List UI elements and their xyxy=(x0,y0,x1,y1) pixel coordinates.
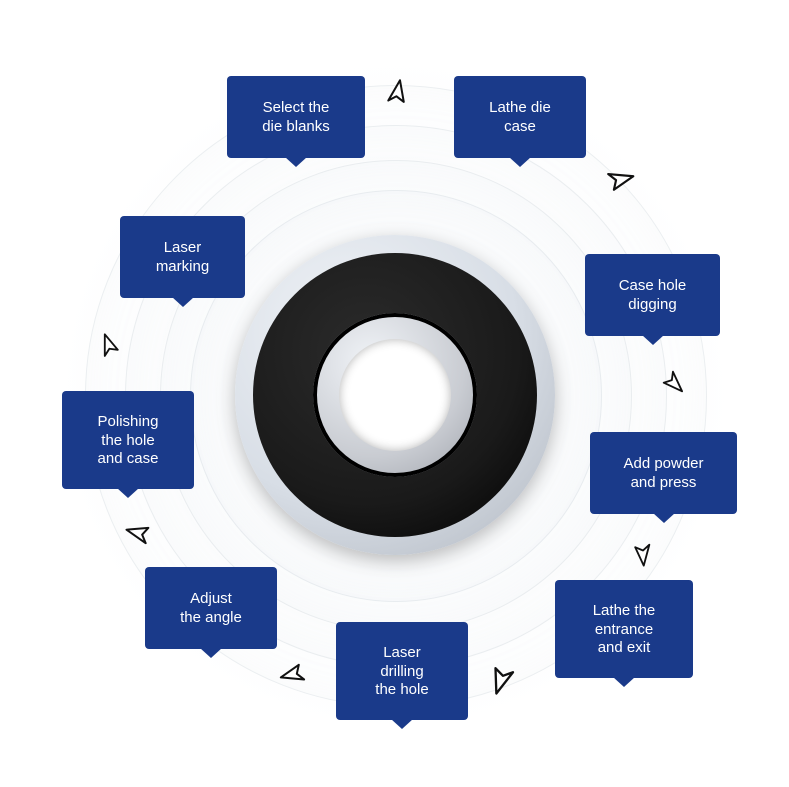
process-step-label: Select thedie blanks xyxy=(262,99,330,137)
process-step-8: Lasermarking xyxy=(120,216,245,298)
process-step-label: Lathe diecase xyxy=(489,99,551,137)
process-step-label: Laserdrillingthe hole xyxy=(375,644,428,700)
process-step-4: Lathe theentranceand exit xyxy=(555,580,693,678)
process-step-label: Case holedigging xyxy=(619,277,687,315)
infographic-canvas: Select thedie blanks Lathe diecase Case ho… xyxy=(0,0,789,787)
process-step-3: Add powderand press xyxy=(590,432,737,514)
process-step-2: Case holedigging xyxy=(585,254,720,336)
flow-arrow-icon xyxy=(659,369,685,395)
process-step-label: Add powderand press xyxy=(623,455,703,493)
flow-arrow-icon xyxy=(625,535,658,568)
flow-arrow-icon xyxy=(480,656,521,697)
process-step-0: Select thedie blanks xyxy=(227,76,365,158)
process-step-label: Adjustthe angle xyxy=(180,590,242,628)
process-step-label: Lasermarking xyxy=(156,239,209,277)
process-step-5: Laserdrillingthe hole xyxy=(336,622,468,720)
process-step-1: Lathe diecase xyxy=(454,76,586,158)
flow-arrow-icon xyxy=(278,656,313,691)
process-step-6: Adjustthe angle xyxy=(145,567,277,649)
flow-arrow-icon xyxy=(95,332,126,363)
flow-arrow-icon xyxy=(599,162,636,199)
bearing-layer xyxy=(339,339,451,451)
process-step-label: Lathe theentranceand exit xyxy=(593,602,656,658)
process-step-label: Polishingthe holeand case xyxy=(98,413,159,469)
flow-arrow-icon xyxy=(123,515,159,551)
process-step-7: Polishingthe holeand case xyxy=(62,391,194,489)
flow-arrow-icon xyxy=(380,77,417,114)
